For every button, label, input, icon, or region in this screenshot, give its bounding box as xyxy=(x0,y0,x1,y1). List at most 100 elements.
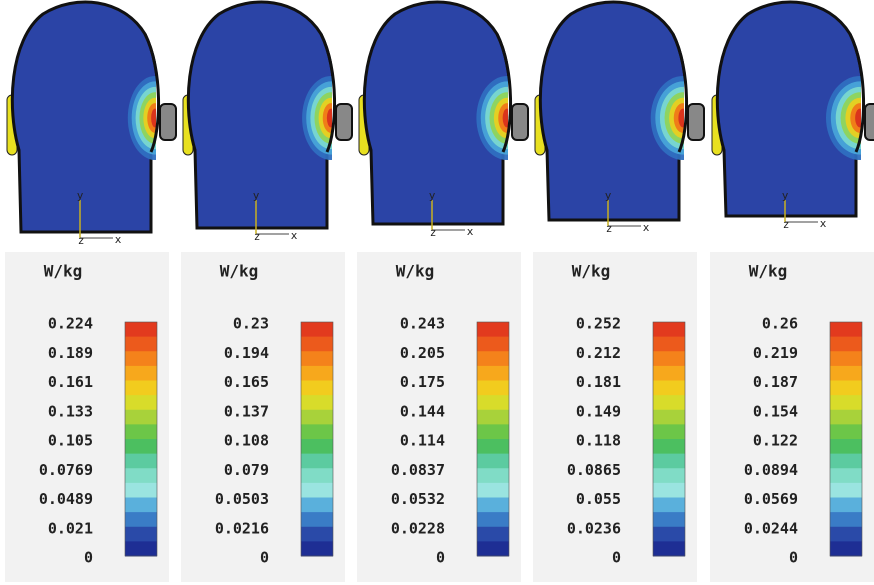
colorbar-band xyxy=(830,468,862,484)
colorbar-band xyxy=(477,351,509,367)
colorbar-band xyxy=(653,497,685,513)
colorbar-band xyxy=(301,541,333,557)
tick-label: 0.114 xyxy=(400,432,445,450)
colorbar-band xyxy=(301,497,333,513)
unit: W/kg xyxy=(220,262,259,281)
tick-label: 0.0503 xyxy=(215,490,269,508)
tick-label: 0.108 xyxy=(224,432,269,450)
colorbar-band xyxy=(653,409,685,425)
tick-label: 0 xyxy=(612,549,621,567)
colorbar-band xyxy=(125,512,157,528)
tick-label: 0.175 xyxy=(400,373,445,391)
colorbar-band xyxy=(653,439,685,455)
colorbar-band xyxy=(301,380,333,396)
axis-label: y xyxy=(605,189,612,202)
tick-label: 0.0894 xyxy=(744,461,798,479)
colorbar-band xyxy=(830,453,862,469)
tick-label: 0.0236 xyxy=(567,519,621,537)
axis-label: y xyxy=(253,189,260,202)
colorbar-band xyxy=(830,365,862,381)
colorbar-band xyxy=(301,322,333,338)
tick-label: 0.224 xyxy=(48,315,93,333)
colorbar-band xyxy=(653,395,685,411)
colorbar-band xyxy=(653,482,685,498)
phone xyxy=(864,103,874,141)
colorbar-band xyxy=(653,512,685,528)
tick-label: 0.0489 xyxy=(39,490,93,508)
tick-label: 0 xyxy=(436,549,445,567)
head-edge xyxy=(848,33,865,153)
tick-label: 0.0769 xyxy=(39,461,93,479)
tick-label: 0.079 xyxy=(224,461,269,479)
colorbar-frame xyxy=(652,321,686,557)
tick-label: 0.144 xyxy=(400,402,445,420)
colorbar-band xyxy=(301,439,333,455)
colorbar-band xyxy=(125,424,157,440)
unit: W/kg xyxy=(749,262,788,281)
head-edge xyxy=(495,33,512,153)
colorbar-band xyxy=(125,439,157,455)
colorbar-band xyxy=(653,453,685,469)
head-edge xyxy=(319,33,336,153)
tick-label: 0.189 xyxy=(48,344,93,362)
colorbar-band xyxy=(477,512,509,528)
tick-label: 0.0837 xyxy=(391,461,445,479)
colorbar-band xyxy=(125,336,157,352)
colorbar-band xyxy=(125,482,157,498)
colorbar-band xyxy=(830,512,862,528)
colorbar-band xyxy=(477,380,509,396)
tick-label: 0.205 xyxy=(400,344,445,362)
tick-label: 0.154 xyxy=(753,402,798,420)
tick-label: 0.165 xyxy=(224,373,269,391)
colorbar-frame xyxy=(124,321,158,557)
colorbar-band xyxy=(830,541,862,557)
colorbar-band xyxy=(477,497,509,513)
colorbar-band xyxy=(477,453,509,469)
axis-label: z xyxy=(78,234,85,247)
colorbar-band xyxy=(653,322,685,338)
colorbar-band xyxy=(125,497,157,513)
colorbar-band xyxy=(477,365,509,381)
colorbar-frame xyxy=(829,321,863,557)
axis-label: y xyxy=(77,189,84,202)
tick-label: 0.219 xyxy=(753,344,798,362)
colorbar-band xyxy=(653,351,685,367)
colorbar-band xyxy=(830,351,862,367)
tick-label: 0.0216 xyxy=(215,519,269,537)
axis-label: z xyxy=(606,222,613,235)
colorbar-band xyxy=(477,409,509,425)
axis-label: x xyxy=(115,233,122,246)
colorbar-band xyxy=(477,526,509,542)
tick-label: 0.181 xyxy=(576,373,621,391)
tick-label: 0.133 xyxy=(48,402,93,420)
colorbar-band xyxy=(301,468,333,484)
tick-label: 0 xyxy=(84,549,93,567)
panel: y z x W/kg 0.26 0.219 0.187 0.154 0.122 0.0894 0.0… xyxy=(710,0,874,582)
tick-label: 0.212 xyxy=(576,344,621,362)
colorbar-band xyxy=(830,526,862,542)
colorbar-band xyxy=(830,497,862,513)
tick-label: 0.243 xyxy=(400,315,445,333)
axis-label: y xyxy=(782,189,789,202)
colorbar-band xyxy=(653,336,685,352)
colorbar-band xyxy=(125,453,157,469)
colorbar-band xyxy=(477,541,509,557)
colorbar-band xyxy=(830,439,862,455)
tick-label: 0.187 xyxy=(753,373,798,391)
colorbar-band xyxy=(125,395,157,411)
tick-label: 0.26 xyxy=(762,315,798,333)
tick-label: 0.0865 xyxy=(567,461,621,479)
colorbar-band xyxy=(830,424,862,440)
colorbar-band xyxy=(830,395,862,411)
colorbar-band xyxy=(477,424,509,440)
axis-label: x xyxy=(291,229,298,242)
head-edge xyxy=(671,33,688,153)
axis-label: z xyxy=(254,230,261,243)
colorbar-band xyxy=(301,409,333,425)
tick-label: 0.021 xyxy=(48,519,93,537)
colorbar-band xyxy=(477,482,509,498)
panel: y z x W/kg 0.252 0.212 0.181 0.149 0.118 0.0865 0.… xyxy=(533,0,716,582)
colorbar-band xyxy=(125,541,157,557)
colorbar-band xyxy=(653,541,685,557)
